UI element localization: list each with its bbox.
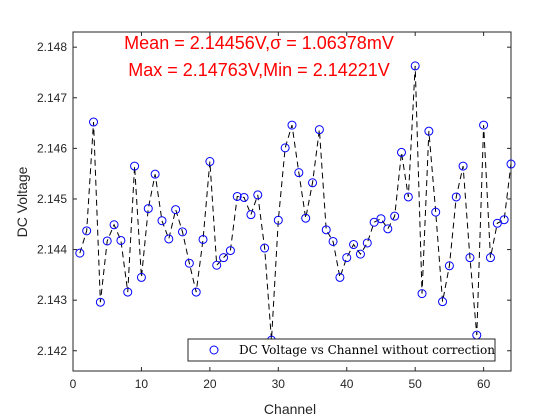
data-point xyxy=(355,249,365,259)
data-point xyxy=(506,159,516,169)
x-tick-label: 20 xyxy=(203,377,217,391)
data-point xyxy=(273,215,283,225)
data-point xyxy=(178,227,187,237)
data-point xyxy=(328,236,338,246)
y-tick-label: 2.147 xyxy=(37,91,67,105)
series-points xyxy=(75,61,516,345)
data-point xyxy=(287,120,297,130)
stats-annotation-mean: Mean = 2.14456V,σ = 1.06378mV xyxy=(124,33,394,53)
legend: DC Voltage vs Channel without correction xyxy=(187,338,496,362)
data-point xyxy=(219,253,229,263)
x-tick-label: 10 xyxy=(135,377,149,391)
data-point xyxy=(157,216,167,226)
data-point xyxy=(82,226,92,236)
data-point xyxy=(109,220,119,230)
data-point xyxy=(308,178,318,188)
data-point xyxy=(294,168,304,178)
data-point xyxy=(362,238,372,248)
data-point xyxy=(369,217,379,227)
data-point xyxy=(95,297,105,307)
data-point xyxy=(123,287,133,297)
data-point xyxy=(349,240,359,250)
data-point xyxy=(458,161,468,171)
data-point xyxy=(280,143,290,153)
data-point xyxy=(301,213,311,223)
data-point xyxy=(246,210,256,220)
data-point xyxy=(198,234,208,244)
data-point xyxy=(431,207,441,217)
data-point xyxy=(342,253,352,263)
x-tick-label: 40 xyxy=(340,377,354,391)
y-tick-label: 2.146 xyxy=(37,141,67,155)
y-tick-label: 2.145 xyxy=(37,192,67,206)
data-point xyxy=(410,61,420,71)
legend-marker xyxy=(209,345,219,355)
data-point xyxy=(499,215,509,225)
data-point xyxy=(253,190,263,200)
y-tick-label: 2.142 xyxy=(37,344,67,358)
data-point xyxy=(239,192,249,202)
x-tick-label: 30 xyxy=(272,377,286,391)
data-point xyxy=(171,205,181,215)
data-point xyxy=(143,204,153,214)
data-point xyxy=(383,224,393,234)
data-point xyxy=(75,248,85,258)
data-point xyxy=(164,234,174,244)
data-point xyxy=(424,126,434,136)
data-point xyxy=(130,161,140,171)
data-point xyxy=(150,169,160,179)
data-point xyxy=(225,246,235,256)
y-tick-label: 2.143 xyxy=(37,293,67,307)
data-point xyxy=(451,192,461,202)
data-point xyxy=(232,191,242,201)
x-axis-label: Channel xyxy=(264,401,316,417)
data-point xyxy=(492,218,502,228)
data-point xyxy=(465,253,475,263)
data-point xyxy=(376,214,386,224)
y-tick-label: 2.148 xyxy=(37,40,67,54)
series-line xyxy=(79,65,512,341)
data-point xyxy=(444,261,454,271)
axis-ticks: 0 10 20 30 40 50 60 2.142 2.143 2.144 2.145 2.146 2.… xyxy=(37,32,511,391)
x-tick-label: 0 xyxy=(70,377,77,391)
data-point xyxy=(314,125,324,135)
data-point xyxy=(191,287,201,297)
data-point xyxy=(335,272,345,282)
data-point xyxy=(116,235,126,245)
data-point xyxy=(212,260,222,270)
data-point xyxy=(205,157,215,167)
data-point xyxy=(485,253,495,263)
data-point xyxy=(260,243,270,253)
legend-box xyxy=(187,338,496,362)
data-point xyxy=(390,211,400,221)
stats-annotation-max-min: Max = 2.14763V,Min = 2.14221V xyxy=(128,60,390,80)
data-point xyxy=(136,272,146,282)
x-tick-label: 60 xyxy=(477,377,491,391)
data-point xyxy=(403,192,413,202)
data-point xyxy=(438,297,448,307)
data-point xyxy=(184,258,194,268)
y-axis-label: DC Voltage xyxy=(14,166,30,237)
data-point xyxy=(397,147,406,157)
data-point xyxy=(321,225,331,235)
data-point xyxy=(89,117,99,127)
data-point xyxy=(479,120,489,130)
legend-label: DC Voltage vs Channel without correction xyxy=(239,343,495,357)
y-tick-label: 2.144 xyxy=(37,243,67,257)
x-tick-label: 50 xyxy=(409,377,423,391)
data-point xyxy=(417,289,427,299)
data-point xyxy=(102,236,112,246)
plot-area xyxy=(72,31,512,372)
